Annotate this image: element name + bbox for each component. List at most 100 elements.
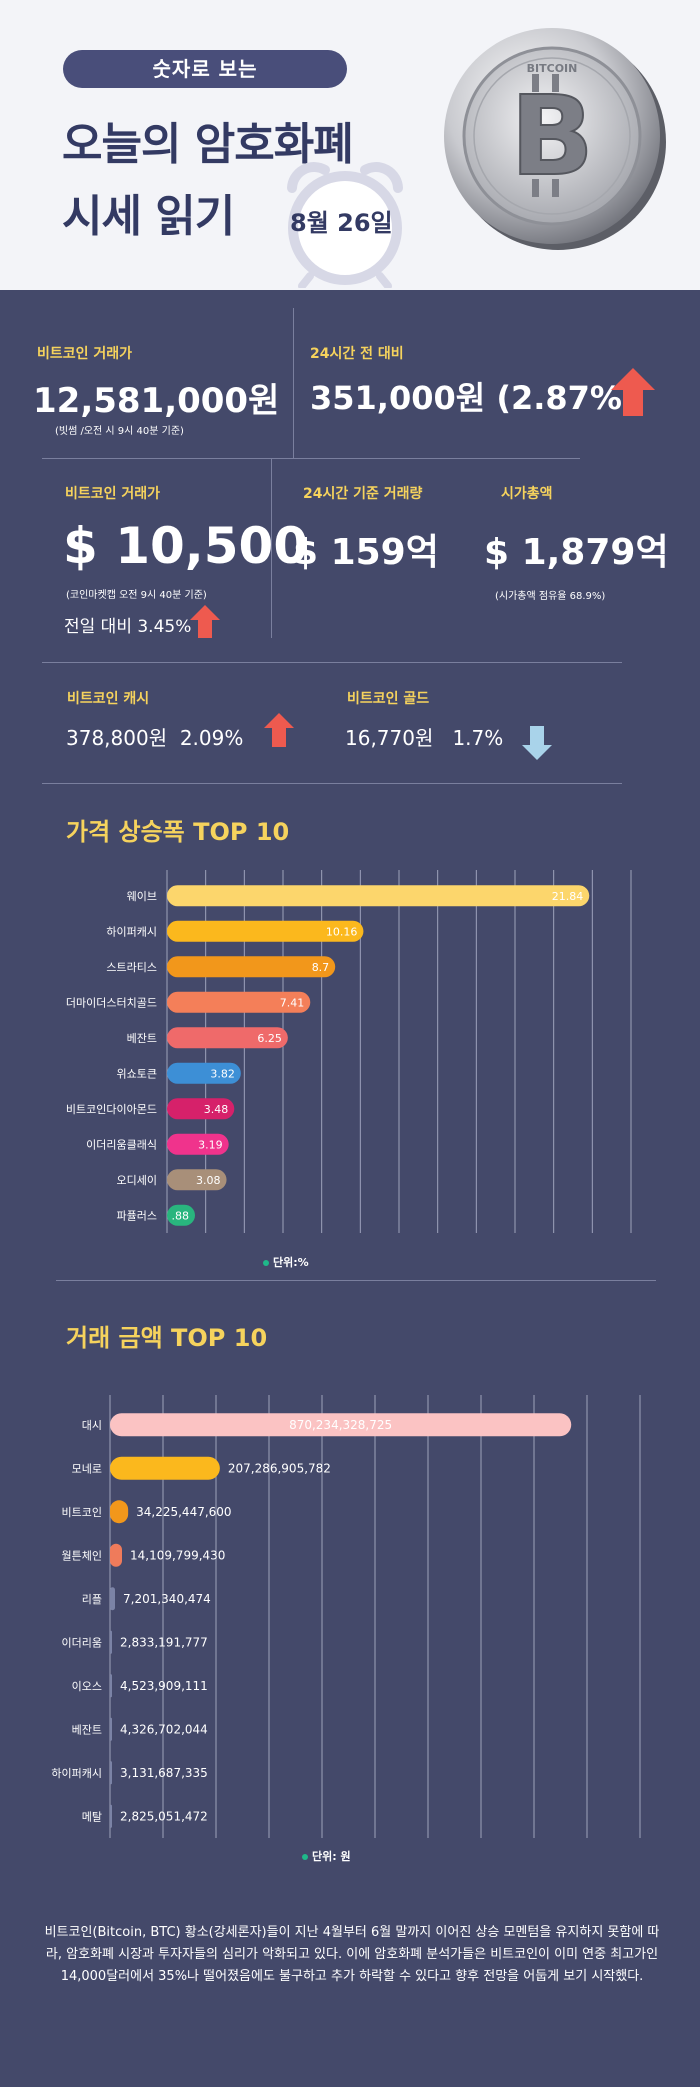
category-label: 비트코인다이아몬드 [66, 1103, 157, 1116]
category-label: 모네로 [72, 1462, 102, 1475]
bullet-icon [302, 1854, 308, 1860]
footer-article-text: 비트코인(Bitcoin, BTC) 황소(강세론자)들이 지난 4월부터 6월… [44, 1925, 660, 1984]
value-label: 7.41 [280, 996, 305, 1009]
chart1-title: 가격 상승폭 TOP 10 [66, 818, 290, 846]
bar [110, 1717, 112, 1741]
arrow-down-icon [522, 726, 552, 760]
change-24h-label: 24시간 전 대비 [310, 346, 404, 362]
bar [110, 1804, 112, 1828]
category-label: 비트코인 [62, 1506, 102, 1519]
bar [110, 1413, 572, 1437]
value-label: 870,234,328,725 [289, 1418, 392, 1432]
value-label: 3,131,687,335 [120, 1766, 208, 1780]
arrow-up-icon [611, 368, 655, 416]
chart2-title: 거래 금액 TOP 10 [66, 1324, 268, 1352]
category-label: 위쇼토큰 [117, 1067, 157, 1080]
value-label: 8.7 [312, 961, 330, 974]
category-label: 월튼체인 [62, 1549, 102, 1562]
bar [110, 1630, 112, 1654]
divider [293, 308, 294, 458]
volume-24h-label: 24시간 기준 거래량 [303, 486, 423, 502]
value-label: 3.19 [198, 1138, 223, 1151]
bar [110, 1587, 115, 1611]
category-label: 파퓰러스 [117, 1209, 157, 1222]
alarm-clock-icon [287, 162, 403, 288]
market-cap-label: 시가총액 [501, 486, 553, 502]
divider [42, 662, 622, 663]
bar [167, 1062, 241, 1084]
btc-krw-value: 12,581,000원 [33, 381, 280, 421]
category-label: 이더리움 [62, 1636, 102, 1649]
value-label: 6.25 [257, 1032, 282, 1045]
category-label: 대시 [82, 1419, 102, 1432]
value-label: 4,326,702,044 [120, 1722, 208, 1736]
category-label: 리플 [82, 1593, 102, 1606]
chart2-unit: 단위: 원 [302, 1848, 351, 1864]
value-label: 21.84 [552, 890, 584, 903]
category-label: 베잔트 [127, 1032, 157, 1045]
header-pill: 숫자로 보는 [63, 50, 347, 88]
btc-usd-label: 비트코인 거래가 [65, 486, 161, 502]
btc-usd-prev-day: 전일 대비 3.45% [64, 617, 192, 637]
value-label: 34,225,447,600 [136, 1505, 231, 1519]
trade-volume-chart: 대시 870,234,328,725 모네로 207,286,905,782 비트코인 3… [51, 1395, 641, 1838]
bar [110, 1761, 112, 1785]
price-rise-chart: 웨이브 21.84 하이퍼캐시 10.16 스트라티스 8.7 더마이더스터치골드 7.41 베… [66, 870, 632, 1233]
page-title-line2: 시세 읽기 [62, 191, 235, 242]
bar [110, 1543, 122, 1567]
btc-cash-label: 비트코인 캐시 [67, 691, 150, 707]
category-label: 하이퍼캐시 [106, 924, 157, 938]
category-label: 메탈 [82, 1810, 102, 1823]
value-label: 10.16 [326, 925, 358, 938]
chart1: 웨이브 21.84 하이퍼캐시 10.16 스트라티스 8.7 더마이더스터치골드 7.41 베… [0, 870, 700, 1245]
arrow-up-icon [190, 605, 220, 638]
btc-gold-value: 16,770원 1.7% [345, 726, 504, 750]
btc-usd-value: $ 10,500 [63, 517, 309, 575]
value-label: 14,109,799,430 [130, 1548, 225, 1562]
category-label: 하이퍼캐시 [51, 1766, 102, 1780]
category-label: 스트라티스 [106, 961, 157, 974]
value-label: .88 [172, 1209, 190, 1222]
bitcoin-coin-icon: BITCOIN B [444, 28, 666, 250]
btc-cash-value: 378,800원 2.09% [66, 726, 244, 750]
bar [110, 1674, 112, 1698]
svg-text:BITCOIN: BITCOIN [527, 62, 578, 75]
header: 숫자로 보는 오늘의 암호화폐 시세 읽기 8월 26일 BITCOIN B [0, 0, 700, 290]
page-title-line1: 오늘의 암호화폐 [62, 119, 354, 170]
bullet-icon [263, 1260, 269, 1266]
divider [42, 458, 580, 459]
category-label: 웨이브 [127, 890, 157, 903]
divider [42, 783, 622, 784]
category-label: 이더리움클래식 [86, 1138, 157, 1151]
chart1-unit: 단위:% [263, 1254, 309, 1270]
bar [167, 991, 311, 1013]
market-cap-note: (시가총액 점유율 68.9%) [495, 591, 606, 602]
btc-usd-note: (코인마켓캡 오전 9시 40분 기준) [66, 590, 207, 601]
arrow-up-icon [264, 713, 294, 747]
bar [110, 1500, 129, 1524]
market-cap-value: $ 1,879억 [484, 532, 669, 573]
bar [167, 1169, 227, 1191]
bar [167, 956, 336, 978]
btc-krw-label: 비트코인 거래가 [37, 346, 133, 362]
value-label: 207,286,905,782 [228, 1461, 331, 1475]
change-24h-value: 351,000원 (2.87%) [310, 379, 637, 417]
value-label: 2,825,051,472 [120, 1809, 208, 1823]
bar [110, 1456, 220, 1480]
value-label: 7,201,340,474 [123, 1592, 211, 1606]
divider [56, 1280, 656, 1281]
divider [271, 458, 272, 638]
bar [167, 920, 364, 942]
category-label: 베잔트 [72, 1723, 102, 1736]
bar [167, 1204, 195, 1226]
bar [167, 1133, 229, 1155]
bar [167, 1027, 288, 1049]
value-label: 4,523,909,111 [120, 1679, 208, 1693]
btc-gold-label: 비트코인 골드 [347, 691, 430, 707]
bar [167, 885, 590, 907]
category-label: 오디세이 [117, 1174, 157, 1187]
date-label: 8월 26일 [290, 209, 393, 237]
value-label: 3.48 [204, 1103, 229, 1116]
bar [167, 1098, 235, 1120]
value-label: 3.08 [196, 1174, 221, 1187]
